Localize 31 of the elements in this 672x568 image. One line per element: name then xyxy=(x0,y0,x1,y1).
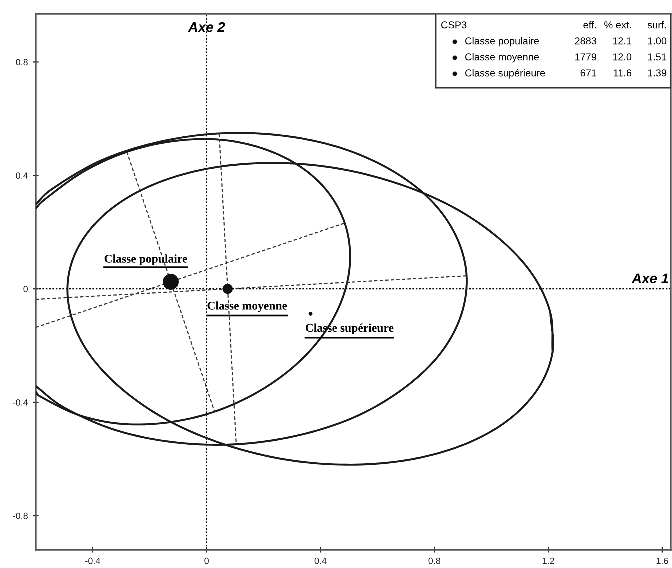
annotation: 2883 xyxy=(575,38,597,45)
x-tick-label: 1.6 xyxy=(656,558,668,564)
annotation: 671 xyxy=(580,70,597,77)
annotation: 1.00 xyxy=(648,38,667,45)
text: Classe moyenne xyxy=(208,302,288,312)
y-tick-label: 0 xyxy=(24,286,28,292)
legend-title: CSP3 xyxy=(442,22,467,29)
y-tick-label: -0.4 xyxy=(13,399,28,406)
legend-label: Classe supérieure xyxy=(466,69,546,79)
annotation: % ext. xyxy=(604,22,632,29)
annotation: 11.6 xyxy=(614,70,632,77)
x-tick-label: 0 xyxy=(204,558,210,564)
x-tick-label: -0.4 xyxy=(86,558,100,564)
annotation: 1.39 xyxy=(648,70,667,77)
y-tick-label: 0.4 xyxy=(16,172,28,180)
y-tick-label: 0.8 xyxy=(16,59,28,66)
annotation: surf. xyxy=(648,21,666,29)
text: Classe populaire xyxy=(104,254,188,266)
annotation: 12.0 xyxy=(613,54,632,61)
annotation: 12.1 xyxy=(613,38,632,45)
annotation: 1779 xyxy=(576,54,597,61)
x-tick-label: 0.4 xyxy=(314,558,327,564)
annotation: eff. xyxy=(584,21,596,29)
legend-label: Classe populaire xyxy=(466,37,540,47)
x-tick-label: 1.2 xyxy=(542,558,554,564)
x-tick-label: 0.8 xyxy=(428,558,441,564)
legend-label: Classe moyenne xyxy=(466,53,540,63)
ref-line-label: Axe 2 xyxy=(188,22,226,32)
annotation: 1.51 xyxy=(648,54,667,61)
ref-line-label: Axe 1 xyxy=(632,274,668,284)
y-tick-label: -0.8 xyxy=(13,512,28,520)
